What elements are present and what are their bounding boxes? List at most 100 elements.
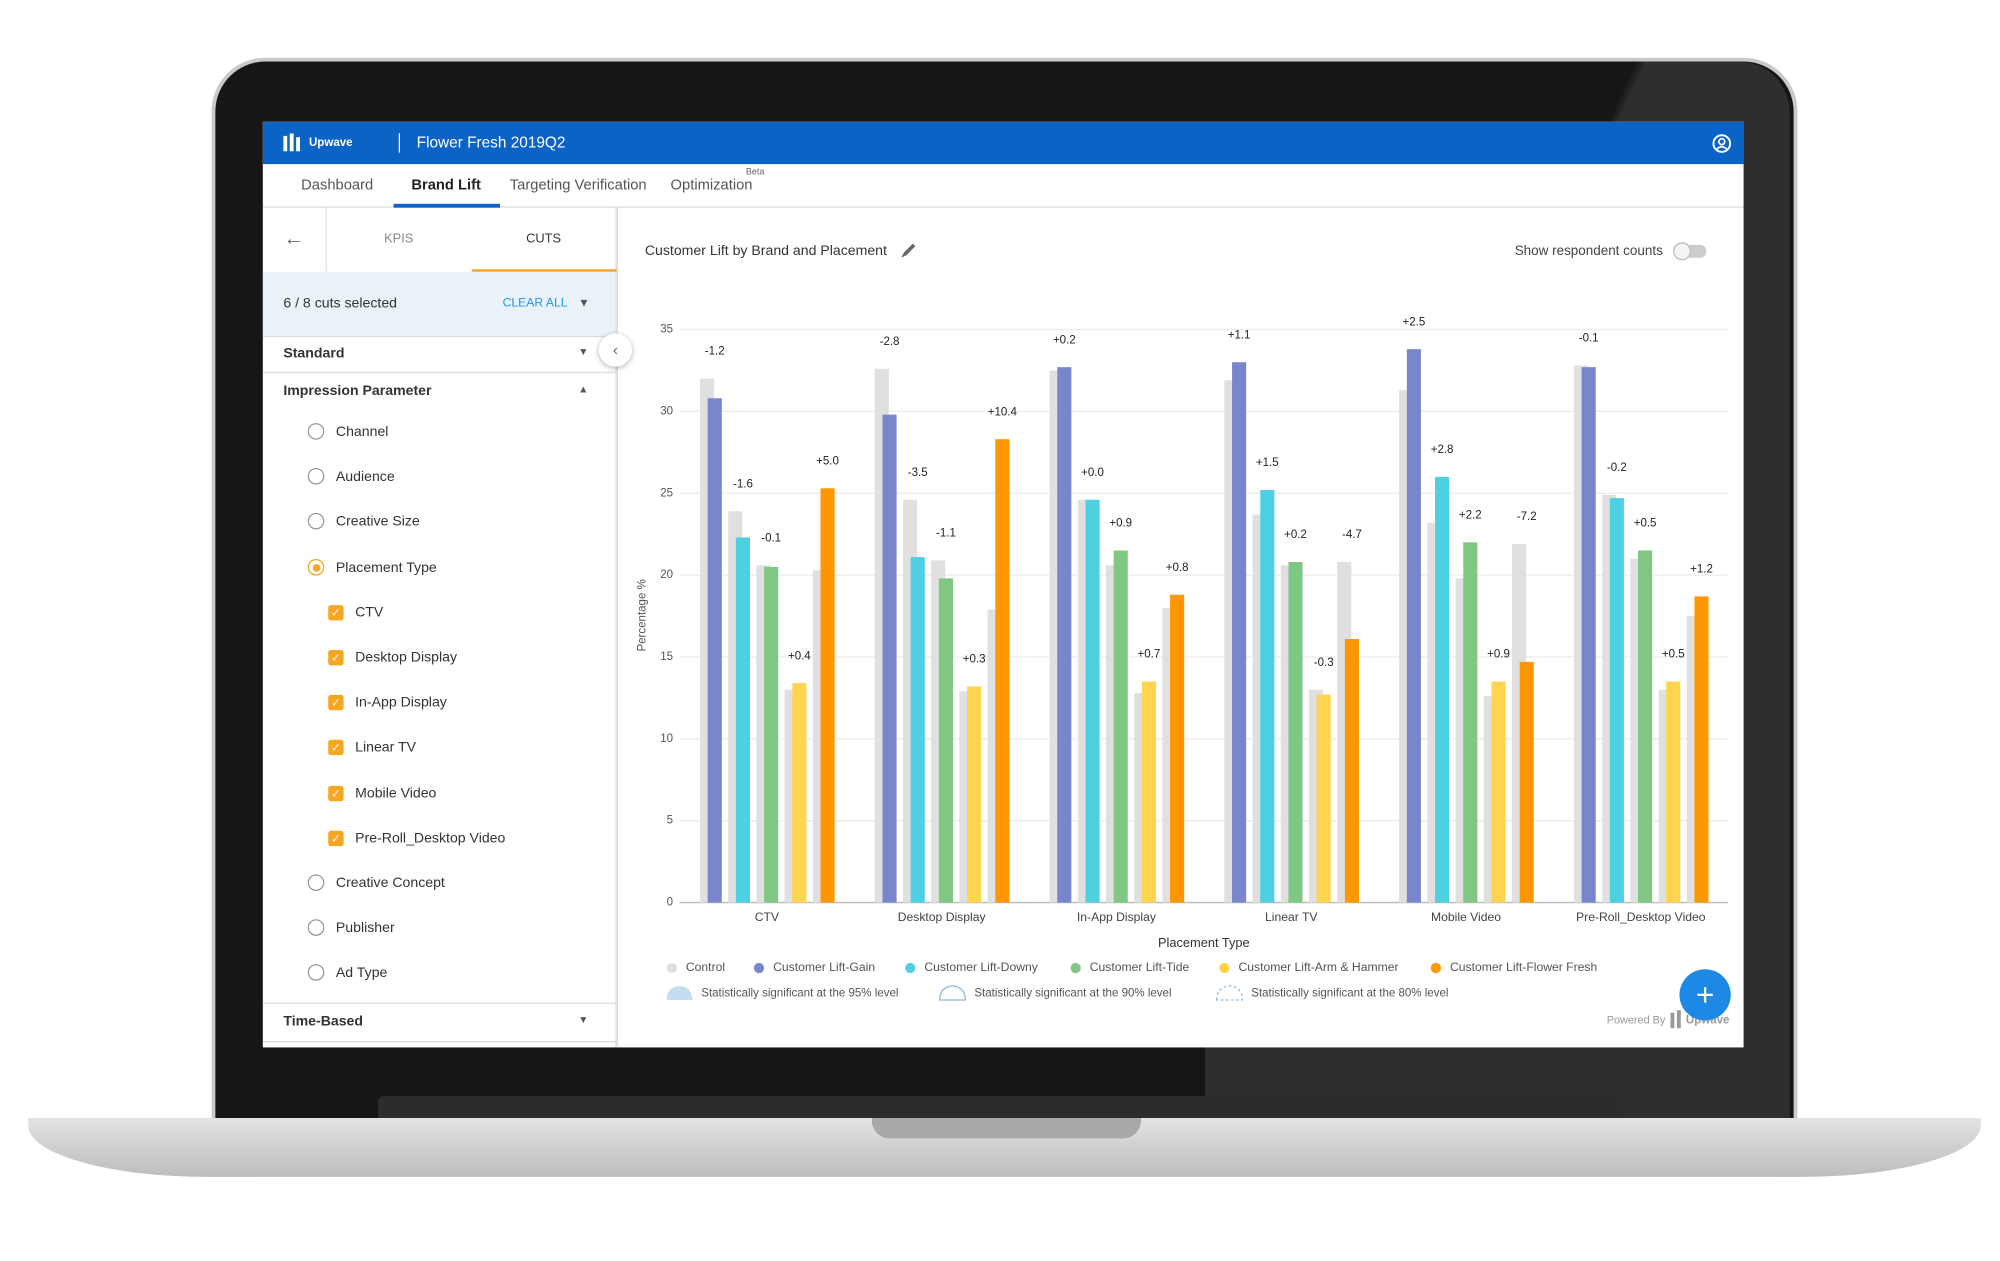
divider <box>262 1002 616 1004</box>
legend-swatch <box>1070 962 1081 974</box>
radio-label[interactable]: Publisher <box>335 920 395 937</box>
bar <box>1406 349 1421 903</box>
y-tick-label: 15 <box>660 651 673 663</box>
header-separator <box>398 133 400 153</box>
nav-tab[interactable]: Targeting Verification <box>509 178 647 194</box>
bar <box>1170 594 1185 903</box>
checkbox[interactable]: ✓ <box>328 830 344 846</box>
checkbox[interactable]: ✓ <box>328 695 344 711</box>
x-tick-label: Linear TV <box>1265 910 1318 924</box>
lift-label: +2.2 <box>1459 509 1482 521</box>
powered-logo <box>1676 1010 1681 1029</box>
radio-dot <box>312 563 321 572</box>
lift-label: +5.0 <box>816 455 839 467</box>
x-tick-label: Mobile Video <box>1431 910 1501 924</box>
radio-button[interactable] <box>307 513 325 530</box>
panel-title: Customer Lift by Brand and Placement <box>645 242 887 258</box>
lift-label: +0.0 <box>1081 467 1104 479</box>
x-tick-label: In-App Display <box>1077 910 1157 924</box>
lift-label: -0.1 <box>1579 333 1599 345</box>
x-tick-label: CTV <box>755 910 780 924</box>
bar <box>995 439 1010 903</box>
bar <box>1344 638 1359 903</box>
active-tab-underline <box>393 203 500 208</box>
significance-icon <box>666 985 693 1000</box>
radio-label[interactable]: Audience <box>335 469 395 485</box>
radio-button[interactable] <box>307 558 325 576</box>
group-header[interactable]: Standard <box>283 346 345 362</box>
summary-row <box>262 271 616 336</box>
screen: Upwave Flower Fresh 2019Q2 Dashboard Brand… <box>262 121 1744 1048</box>
base-notch <box>871 1117 1142 1139</box>
significance-label: Statistically significant at the 90% lev… <box>974 988 1171 1000</box>
bar <box>1435 476 1450 903</box>
checkbox[interactable]: ✓ <box>328 604 344 621</box>
checkbox-label[interactable]: In-App Display <box>355 695 447 711</box>
sidebar-tab[interactable]: CUTS <box>526 232 562 247</box>
legend-label: Customer Lift-Flower Fresh <box>1450 960 1597 974</box>
nav-tab[interactable]: Brand Lift <box>411 178 481 194</box>
bar <box>1141 681 1156 903</box>
radio-label[interactable]: Placement Type <box>335 559 437 576</box>
checkbox-label[interactable]: CTV <box>355 604 384 621</box>
edit-icon <box>901 243 916 258</box>
nav-tab[interactable]: Dashboard <box>301 178 374 194</box>
lift-label: +0.4 <box>788 650 811 662</box>
checkbox[interactable]: ✓ <box>328 785 344 801</box>
bar <box>1260 489 1275 903</box>
group-header[interactable]: Time-Based <box>283 1014 364 1030</box>
radio-label[interactable]: Ad Type <box>335 965 388 982</box>
lift-label: +0.7 <box>1138 649 1161 661</box>
bar <box>764 566 779 903</box>
nav-tab[interactable]: Optimization <box>670 178 753 194</box>
radio-label[interactable]: Creative Size <box>335 514 420 530</box>
checkbox[interactable]: ✓ <box>328 649 344 666</box>
radio-button[interactable] <box>307 468 325 485</box>
bar <box>1694 596 1709 903</box>
radio-button[interactable] <box>307 423 325 440</box>
radio-label[interactable]: Creative Concept <box>335 875 445 892</box>
bar <box>1581 367 1596 903</box>
radio-button[interactable] <box>307 874 325 892</box>
tab-divider <box>325 207 327 272</box>
y-tick-label: 10 <box>660 733 673 745</box>
sidebar-tab[interactable]: KPIS <box>384 232 414 247</box>
group-header[interactable]: Impression Parameter <box>283 383 432 399</box>
checkbox-label[interactable]: Linear TV <box>355 740 417 756</box>
legend-label: Customer Lift-Gain <box>773 960 875 974</box>
checkbox-label[interactable]: Pre-Roll_Desktop Video <box>355 830 506 846</box>
bar <box>707 398 722 903</box>
bar <box>1085 499 1100 903</box>
lift-label: +0.8 <box>1166 562 1189 574</box>
cuts-summary: 6 / 8 cuts selected <box>283 296 398 312</box>
lift-label: -1.1 <box>936 527 956 539</box>
bar <box>1491 681 1506 903</box>
legend-swatch <box>753 962 765 974</box>
radio-button[interactable] <box>307 919 325 937</box>
lift-label: +1.2 <box>1690 564 1713 576</box>
x-tick-label: Desktop Display <box>898 910 987 924</box>
bar <box>1609 498 1624 903</box>
chart: Customer Lift by Brand and Placement Show… <box>616 207 1731 1048</box>
hinge <box>378 1096 1622 1120</box>
lift-label: -0.3 <box>1314 657 1334 669</box>
app-header: Upwave Flower Fresh 2019Q2 <box>262 121 1744 165</box>
checkbox-label[interactable]: Desktop Display <box>355 649 458 666</box>
radio-button[interactable] <box>307 964 325 982</box>
caret: ▼ <box>578 1014 589 1026</box>
checkbox-label[interactable]: Mobile Video <box>355 785 437 801</box>
y-tick-label: 35 <box>660 324 673 336</box>
bar <box>882 414 897 903</box>
legend-swatch <box>1219 962 1230 974</box>
back-arrow[interactable]: ← <box>283 228 304 250</box>
lift-label: +2.8 <box>1431 444 1454 456</box>
lift-label: +0.3 <box>963 654 986 666</box>
radio-label[interactable]: Channel <box>335 424 389 440</box>
legend-label: Customer Lift-Tide <box>1090 960 1190 974</box>
clear-all[interactable]: CLEAR ALL <box>502 296 568 311</box>
bar <box>967 686 982 903</box>
account-icon[interactable] <box>1712 133 1733 154</box>
collapse-button[interactable]: ‹ <box>598 333 633 367</box>
checkbox[interactable]: ✓ <box>328 740 344 756</box>
